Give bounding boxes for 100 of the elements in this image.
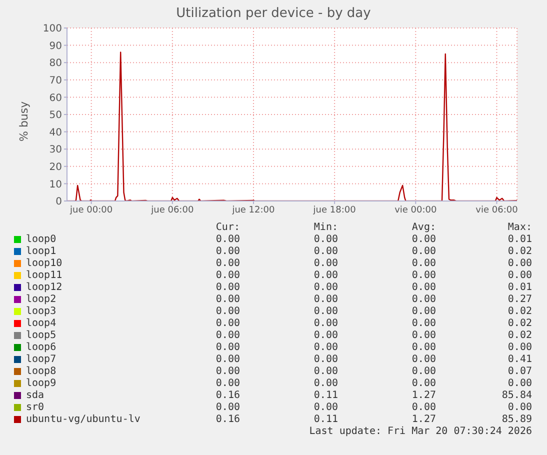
text: 0.00: [410, 342, 436, 353]
text: 0.00: [214, 366, 240, 377]
text: 85.84: [500, 390, 532, 401]
x-tick-label: jue 06:00: [150, 205, 194, 216]
y-tick-label: 90: [49, 40, 62, 52]
x-tick-label: vie 06:00: [476, 205, 518, 216]
x-tick-label: jue 12:00: [231, 205, 276, 216]
legend-label: loop6: [26, 342, 56, 353]
text: 0.00: [312, 342, 338, 353]
text: Last update: Fri Mar 20 07:30:24 2026: [308, 426, 532, 437]
y-tick-label: 70: [49, 75, 62, 86]
text: 0.00: [312, 378, 338, 389]
text: 0.00: [506, 342, 532, 353]
text: 0.00: [214, 294, 240, 305]
text: 0.00: [410, 246, 436, 257]
text: 0.00: [312, 258, 338, 269]
text: 0.00: [312, 270, 338, 281]
text: 0.07: [506, 366, 532, 377]
text: 0.00: [312, 354, 338, 365]
text: 0.00: [410, 318, 436, 329]
text: 0.16: [214, 390, 240, 401]
y-axis-title: % busy: [18, 101, 30, 142]
legend-label: loop8: [26, 366, 56, 377]
x-tick-label: jue 18:00: [312, 205, 356, 216]
legend-label: sda: [26, 390, 44, 401]
text: 0.02: [506, 246, 532, 257]
text: 0.02: [506, 318, 532, 329]
y-tick-label: 20: [49, 162, 62, 173]
legend-label: loop4: [26, 318, 56, 329]
text: 0.00: [214, 354, 240, 365]
legend-label: sr0: [26, 402, 44, 413]
text: 0.00: [214, 258, 240, 269]
text: 0.00: [410, 330, 436, 341]
text: Min:: [312, 222, 338, 233]
text: 0.16: [214, 414, 240, 425]
x-tick-label: jue 00:00: [69, 205, 113, 216]
y-tick-label: 30: [49, 144, 62, 156]
y-tick-label: 50: [49, 110, 62, 122]
text: 0.00: [312, 306, 338, 317]
legend-label: loop10: [26, 258, 62, 269]
text: 0.00: [506, 270, 532, 281]
text: 0.00: [410, 354, 436, 365]
legend-label: loop2: [26, 294, 56, 305]
text: 0.00: [410, 366, 436, 377]
text: 0.00: [410, 306, 436, 317]
text: 0.00: [214, 330, 240, 341]
text: 0.00: [312, 246, 338, 257]
y-tick-label: 40: [49, 127, 62, 138]
text: 0.00: [214, 318, 240, 329]
text: 1.27: [410, 390, 436, 401]
text: 0.00: [410, 378, 436, 389]
text: 0.00: [410, 294, 436, 305]
text: Cur:: [214, 222, 240, 233]
text: 0.11: [312, 414, 338, 425]
legend-label: loop5: [26, 330, 56, 341]
text: 0.00: [312, 366, 338, 377]
text: 0.00: [312, 402, 338, 413]
text: 0.00: [214, 282, 240, 293]
text: 0.41: [506, 354, 532, 365]
text: 0.02: [506, 306, 532, 317]
chart-title: Utilization per device - by day: [175, 6, 372, 21]
legend-label: loop0: [26, 234, 56, 245]
y-tick-label: 0: [56, 196, 62, 208]
text: 0.00: [410, 258, 436, 269]
text: Avg:: [410, 222, 436, 233]
legend-label: ubuntu-vg/ubuntu-lv: [26, 414, 140, 425]
text: 0.00: [214, 234, 240, 245]
x-tick-label: vie 00:00: [394, 205, 437, 216]
text: 0.00: [312, 330, 338, 341]
legend-label: loop12: [26, 282, 62, 293]
legend-label: loop11: [26, 270, 62, 281]
text: 0.00: [312, 294, 338, 305]
text: 0.02: [506, 330, 532, 341]
text: 0.01: [506, 234, 532, 245]
text: 0.00: [214, 402, 240, 413]
text: Max:: [506, 222, 532, 233]
text: 1.27: [410, 414, 436, 425]
text: 0.00: [312, 282, 338, 293]
text: 0.00: [214, 342, 240, 353]
y-tick-label: 10: [49, 179, 62, 190]
text: 0.11: [312, 390, 338, 401]
legend-label: loop3: [26, 306, 56, 317]
text: 0.00: [506, 378, 532, 389]
text: 0.01: [506, 282, 532, 293]
text: 85.89: [500, 414, 532, 425]
y-tick-label: 80: [49, 58, 62, 70]
legend-label: loop7: [26, 354, 56, 365]
text: 0.00: [312, 318, 338, 329]
legend-label: loop9: [26, 378, 56, 389]
text: 0.00: [506, 258, 532, 269]
text: 0.00: [312, 234, 338, 245]
text: 0.00: [214, 306, 240, 317]
text: 0.00: [410, 270, 436, 281]
text: 0.00: [410, 234, 436, 245]
text: 0.00: [214, 270, 240, 281]
legend-label: loop1: [26, 246, 56, 257]
text: 0.00: [410, 282, 436, 293]
text: 0.00: [410, 402, 436, 413]
text: 0.00: [214, 246, 240, 257]
text: 0.00: [214, 378, 240, 389]
